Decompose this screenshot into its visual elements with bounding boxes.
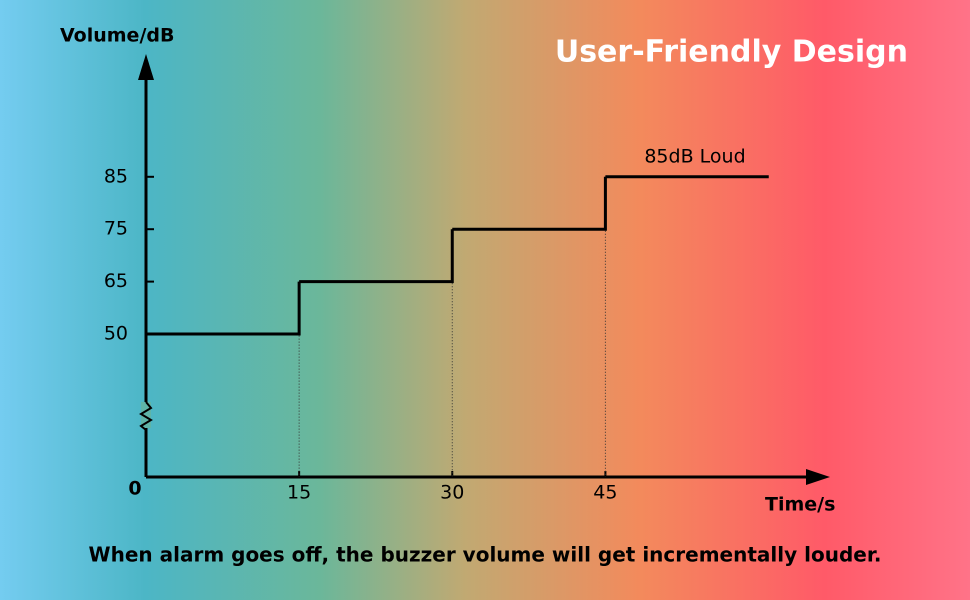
x-tick-label: 0: [128, 478, 141, 500]
y-axis-arrow: [138, 54, 154, 80]
y-tick-label: 50: [104, 323, 128, 345]
x-axis-label: Time/s: [765, 494, 835, 516]
annotation: 85dB Loud: [644, 146, 745, 168]
chart-title: User-Friendly Design: [555, 35, 908, 70]
axis-break-gap: [141, 402, 151, 428]
y-tick-label: 85: [104, 165, 128, 187]
x-tick-label: 15: [287, 482, 311, 504]
x-tick-label: 30: [440, 482, 464, 504]
y-axis-label: Volume/dB: [60, 25, 174, 47]
x-axis-arrow: [806, 469, 830, 485]
caption: When alarm goes off, the buzzer volume w…: [89, 543, 882, 567]
step-segment: [146, 281, 301, 336]
step-segment: [299, 229, 454, 284]
x-tick-label: 45: [593, 482, 617, 504]
step-segment: [452, 176, 607, 231]
axis-break: [139, 401, 153, 431]
y-tick-label: 65: [104, 270, 128, 292]
y-tick-label: 75: [104, 218, 128, 240]
